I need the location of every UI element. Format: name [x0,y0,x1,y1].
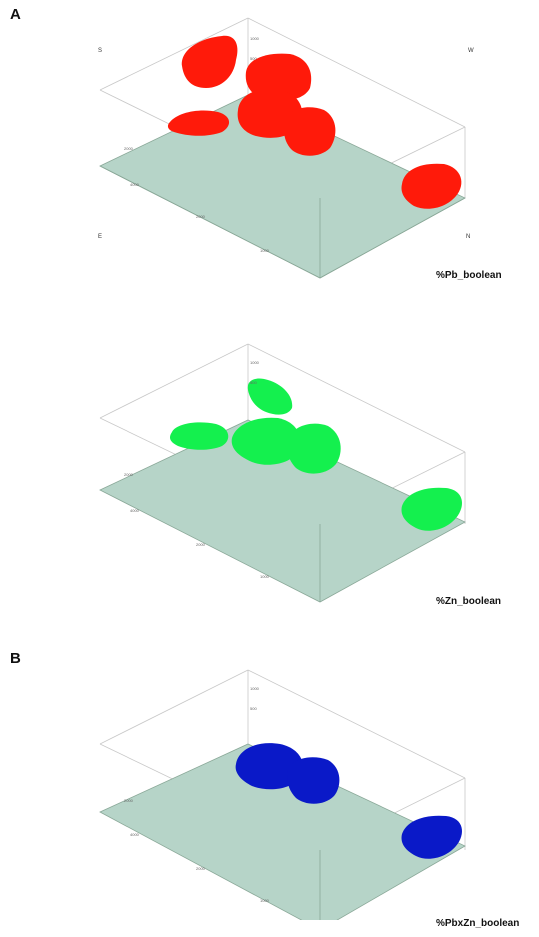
svg-text:1000: 1000 [250,360,260,365]
tick-labels: 1000 500 2000 4000 2000 1000 [124,36,270,253]
direction-label-w: W [468,48,474,54]
svg-text:2000: 2000 [196,214,206,219]
svg-text:1000: 1000 [260,248,270,253]
svg-text:2000: 2000 [196,866,206,871]
svg-text:4000: 4000 [130,508,140,513]
pb-orebodies [167,35,462,209]
pb-body-6 [401,163,462,209]
pb-body-4 [284,107,336,156]
base-plane [99,743,466,920]
pb-body-1 [181,35,238,88]
direction-label-n: N [466,234,471,240]
svg-text:1000: 1000 [250,36,260,41]
zn-body-4 [287,423,341,474]
svg-text:1000: 1000 [260,898,270,903]
svg-text:1000: 1000 [260,574,270,579]
zn-body-3 [231,417,301,465]
pb-boolean-block-model: 1000 500 2000 4000 2000 1000 [99,17,466,279]
zn-caption: %Zn_boolean [436,596,502,607]
panel-label-b: B [10,650,21,667]
direction-label-s: S [98,48,103,54]
panel-label-a: A [10,6,21,23]
svg-text:2000: 2000 [124,798,134,803]
pbxzn-caption: %PbxZn_boolean [436,918,520,929]
pbxzn-boolean-block-model: 1000 500 2000 4000 2000 1000 [99,669,466,920]
svg-text:2000: 2000 [196,542,206,547]
pbxzn-body-1 [235,743,304,790]
zn-boolean-block-model: 1000 500 2000 4000 2000 1000 [99,343,466,603]
zn-body-5 [401,487,462,531]
svg-text:4000: 4000 [130,182,140,187]
svg-text:500: 500 [250,380,257,385]
tick-labels: 1000 500 2000 4000 2000 1000 [124,686,270,903]
pb-body-2 [245,53,312,101]
base-right-edge [319,197,466,279]
zn-orebodies [170,378,462,531]
pbxzn-body-2 [287,757,340,804]
svg-text:500: 500 [250,706,257,711]
direction-label-e: E [98,234,103,240]
pbxzn-orebodies [235,743,462,859]
svg-text:1000: 1000 [250,686,260,691]
pbxzn-body-3 [401,815,462,859]
zn-body-2 [170,422,229,450]
pb-body-5 [167,110,230,136]
svg-text:500: 500 [250,56,257,61]
pb-caption: %Pb_boolean [436,270,502,281]
svg-text:2000: 2000 [124,472,134,477]
zn-body-1 [247,378,293,415]
svg-text:2000: 2000 [124,146,134,151]
tick-labels: 1000 500 2000 4000 2000 1000 [124,360,270,579]
svg-text:4000: 4000 [130,832,140,837]
base-front-edge [99,165,321,279]
